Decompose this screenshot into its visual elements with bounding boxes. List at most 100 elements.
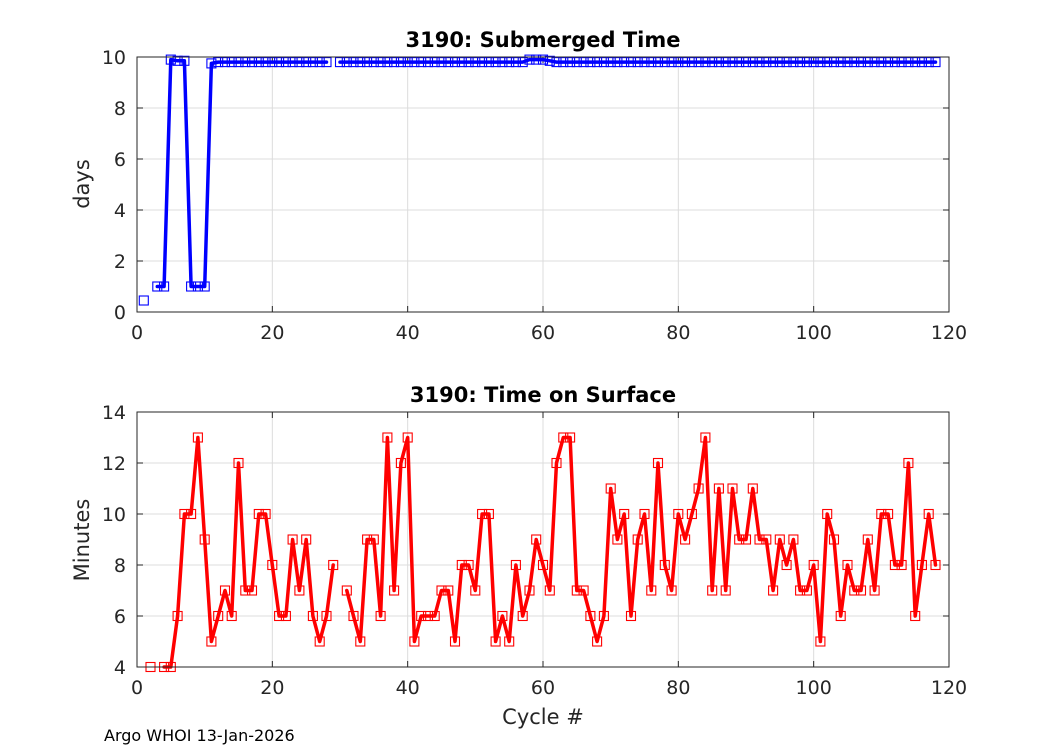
x-tick-label: 40 (396, 322, 420, 344)
data-point (517, 57, 528, 68)
data-point (876, 57, 887, 68)
data-point (213, 57, 224, 68)
data-point (551, 457, 562, 469)
data-point (152, 281, 163, 292)
data-point (768, 57, 779, 68)
data-point (531, 534, 542, 545)
data-point (571, 585, 582, 596)
data-point (700, 432, 711, 443)
data-point (910, 610, 921, 622)
data-point (172, 610, 183, 622)
data-point (314, 636, 325, 647)
data-point (274, 610, 285, 622)
data-point (537, 54, 549, 65)
data-point (280, 57, 291, 68)
data-point (192, 432, 203, 443)
data-point (646, 57, 657, 68)
data-point (159, 281, 170, 292)
data-point (206, 58, 217, 69)
data-point (815, 636, 826, 647)
data-point (199, 534, 210, 545)
data-point (382, 57, 393, 68)
data-point (504, 636, 515, 647)
data-point (389, 585, 400, 596)
data-point (436, 585, 447, 596)
data-point (524, 54, 535, 65)
data-point (463, 57, 474, 68)
data-point (226, 57, 237, 68)
x-axis-label: Cycle # (502, 705, 584, 729)
data-point (504, 57, 515, 68)
data-point (801, 585, 812, 596)
data-point (781, 559, 792, 571)
data-point (402, 57, 413, 68)
data-point (680, 534, 691, 545)
data-point (558, 432, 569, 443)
y-tick-label: 8 (114, 98, 126, 120)
data-point (876, 508, 887, 520)
chart-title: 3190: Submerged Time (405, 28, 680, 52)
axes-frame (136, 411, 950, 668)
data-point (883, 57, 894, 68)
data-point (659, 57, 670, 68)
data-point (362, 57, 373, 68)
data-point (328, 559, 339, 571)
data-point (219, 585, 231, 596)
data-point (287, 57, 298, 68)
data-point (558, 57, 569, 68)
series-line (162, 435, 335, 669)
data-point (246, 57, 258, 68)
data-point (436, 57, 447, 68)
data-point (815, 57, 826, 68)
data-point (808, 57, 819, 68)
data-point (673, 508, 684, 520)
data-point (314, 57, 325, 68)
data-point (537, 559, 549, 571)
data-point (497, 610, 508, 622)
y-axis-label: Minutes (70, 499, 94, 582)
y-tick-label: 8 (114, 555, 126, 577)
data-point (402, 432, 413, 443)
data-point (510, 559, 521, 571)
data-point (199, 281, 210, 292)
data-point (761, 57, 772, 68)
data-point (896, 559, 907, 571)
y-tick-label: 14 (102, 402, 126, 424)
data-point (422, 610, 434, 622)
data-point (849, 585, 860, 596)
data-point (896, 57, 907, 68)
data-point (822, 57, 833, 68)
data-point (673, 57, 684, 68)
data-point (307, 57, 318, 68)
data-point (165, 54, 176, 65)
data-point (795, 585, 806, 596)
data-point (172, 55, 183, 66)
data-point (930, 57, 941, 68)
data-point (835, 57, 846, 68)
data-point (713, 57, 724, 68)
data-point (253, 57, 264, 68)
data-point (727, 57, 738, 68)
series-line (155, 57, 329, 289)
data-point (192, 281, 203, 292)
axes-frame (136, 56, 950, 313)
data-point (842, 559, 853, 571)
data-point (625, 57, 637, 68)
data-point (138, 295, 149, 306)
x-tick-label: 20 (260, 677, 284, 699)
data-point (768, 585, 779, 596)
data-point (923, 508, 934, 520)
data-point (395, 457, 406, 469)
x-tick-label: 80 (666, 322, 690, 344)
y-tick-label: 4 (114, 657, 126, 679)
data-point (301, 534, 312, 545)
data-point (680, 57, 691, 68)
data-point (186, 508, 197, 520)
data-point (734, 534, 745, 545)
data-point (598, 610, 609, 622)
series-line (345, 435, 938, 644)
data-point (280, 610, 291, 622)
data-point (510, 57, 521, 68)
data-point (686, 508, 697, 520)
data-point (301, 57, 312, 68)
